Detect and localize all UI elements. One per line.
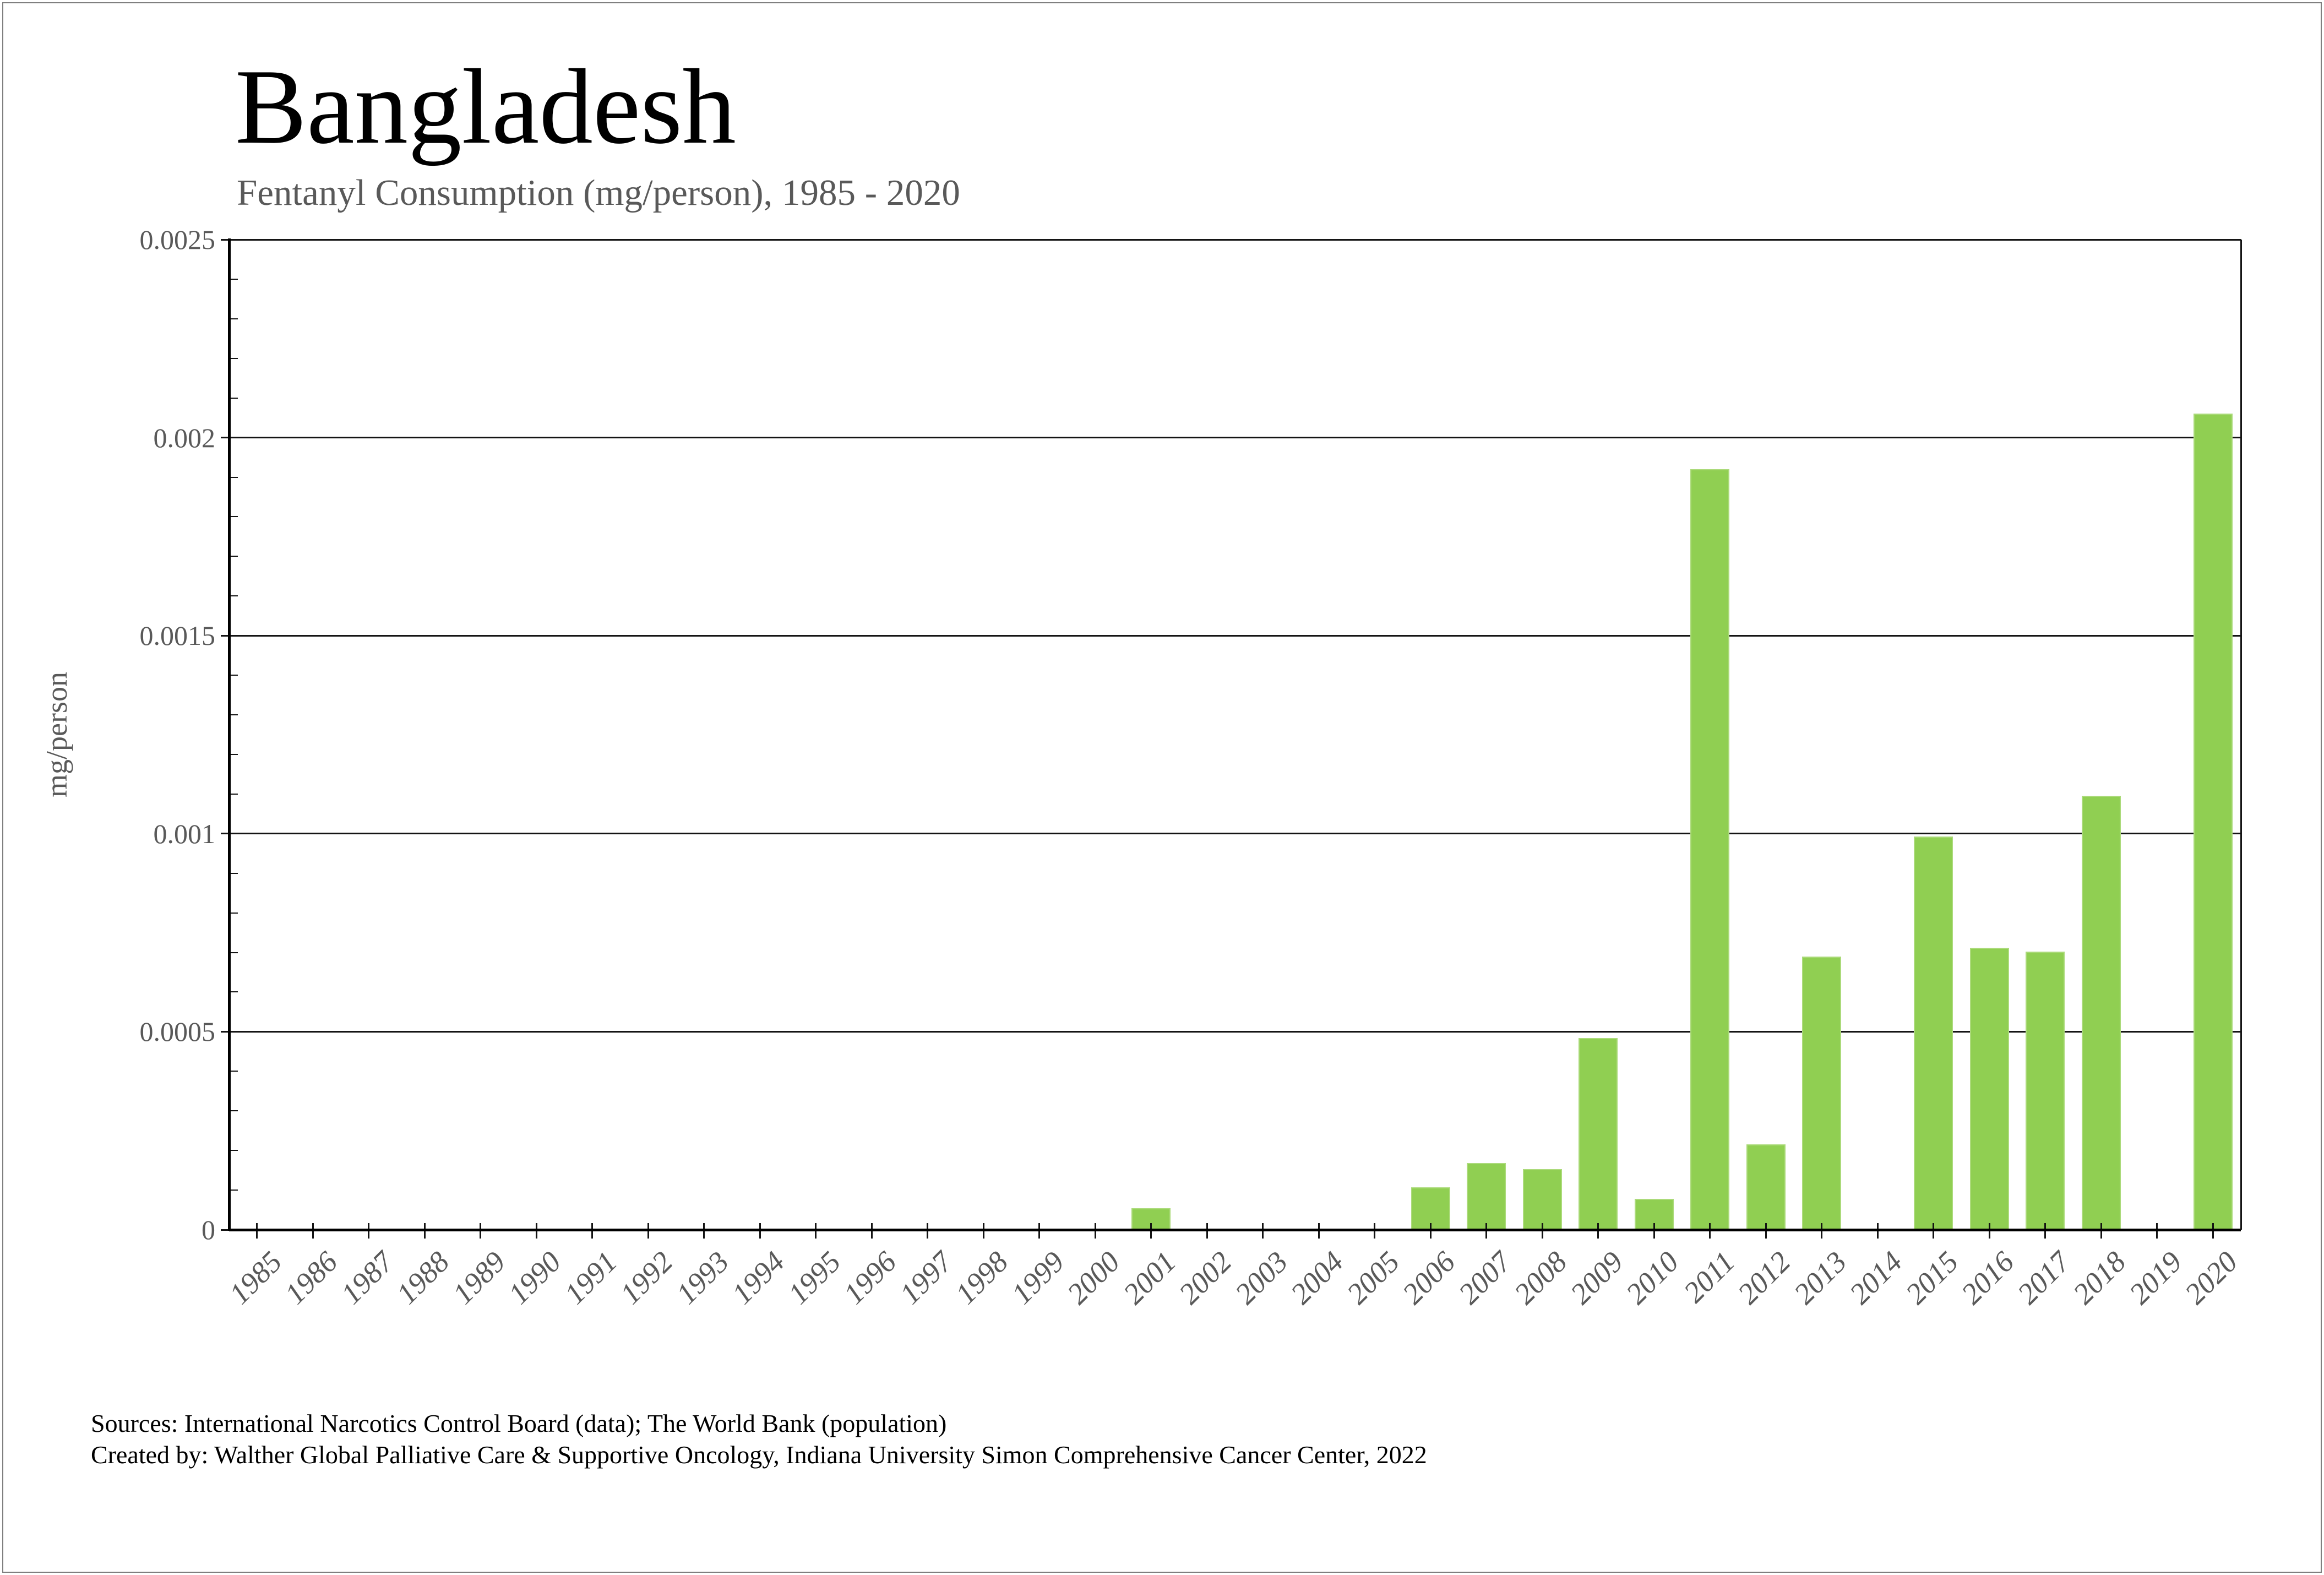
y-minor-tick bbox=[231, 1110, 238, 1112]
bar-2018 bbox=[2081, 795, 2121, 1230]
chart-title: Bangladesh bbox=[235, 47, 736, 166]
y-major-tick bbox=[221, 634, 229, 637]
y-tick-label: 0.002 bbox=[153, 422, 216, 453]
x-tick-label-1988: 1988 bbox=[390, 1245, 456, 1311]
x-tick-label-1999: 1999 bbox=[1005, 1245, 1071, 1311]
x-tick-label-2009: 2009 bbox=[1564, 1245, 1630, 1311]
y-gridline-0.0015 bbox=[229, 634, 2241, 637]
x-tick-label-2010: 2010 bbox=[1619, 1245, 1685, 1311]
y-tick-label: 0.0005 bbox=[139, 1016, 216, 1047]
y-gridline-0.0025 bbox=[229, 238, 2241, 241]
y-major-tick bbox=[221, 1229, 229, 1231]
y-tick-label: 0.0025 bbox=[139, 224, 216, 255]
bar-2009 bbox=[1579, 1038, 1618, 1230]
bar-2016 bbox=[1969, 947, 2009, 1230]
x-tick-label-1994: 1994 bbox=[725, 1245, 791, 1311]
x-tick-label-1993: 1993 bbox=[670, 1245, 736, 1311]
x-tick-label-2018: 2018 bbox=[2066, 1245, 2132, 1311]
x-tick-label-2012: 2012 bbox=[1731, 1245, 1797, 1311]
y-minor-tick bbox=[231, 1150, 238, 1152]
plot-right-border bbox=[2240, 240, 2242, 1230]
y-major-tick bbox=[221, 833, 229, 835]
x-tick-label-2016: 2016 bbox=[1955, 1245, 2021, 1311]
x-tick-label-2003: 2003 bbox=[1228, 1245, 1294, 1311]
x-tick-label-2000: 2000 bbox=[1060, 1245, 1126, 1311]
x-tick-label-1992: 1992 bbox=[613, 1245, 679, 1311]
x-tick-label-2019: 2019 bbox=[2122, 1245, 2189, 1311]
y-minor-tick bbox=[231, 1190, 238, 1191]
y-major-tick bbox=[221, 1030, 229, 1033]
x-axis-line bbox=[229, 1229, 2241, 1231]
x-tick-label-2005: 2005 bbox=[1340, 1245, 1406, 1311]
y-minor-tick bbox=[231, 714, 238, 716]
y-minor-tick bbox=[231, 278, 238, 280]
bar-2007 bbox=[1467, 1163, 1506, 1230]
y-axis-title: mg/person bbox=[40, 672, 73, 797]
x-tick-label-2014: 2014 bbox=[1843, 1245, 1909, 1311]
y-minor-tick bbox=[231, 397, 238, 399]
footer-sources-line: Sources: International Narcotics Control… bbox=[91, 1409, 947, 1437]
footer: Sources: International Narcotics Control… bbox=[91, 1408, 1427, 1470]
y-minor-tick bbox=[231, 991, 238, 993]
x-tick-label-2001: 2001 bbox=[1117, 1245, 1183, 1311]
x-tick-label-1997: 1997 bbox=[893, 1245, 959, 1311]
y-gridline-0.0005 bbox=[229, 1030, 2241, 1033]
bar-2020 bbox=[2193, 414, 2233, 1230]
bar-2012 bbox=[1746, 1144, 1786, 1230]
x-tick-label-2017: 2017 bbox=[2011, 1245, 2077, 1311]
bar-2013 bbox=[1802, 957, 1842, 1230]
y-minor-tick bbox=[231, 1071, 238, 1072]
x-tick-label-1989: 1989 bbox=[446, 1245, 512, 1311]
x-tick-label-2004: 2004 bbox=[1284, 1245, 1350, 1311]
x-tick-label-1987: 1987 bbox=[334, 1245, 400, 1311]
y-minor-tick bbox=[231, 357, 238, 359]
x-tick-label-1991: 1991 bbox=[558, 1245, 624, 1311]
y-major-tick bbox=[221, 437, 229, 439]
chart-subtitle: Fentanyl Consumption (mg/person), 1985 -… bbox=[237, 172, 960, 213]
bar-2011 bbox=[1690, 469, 1730, 1230]
x-tick-label-2015: 2015 bbox=[1899, 1245, 1965, 1311]
y-minor-tick bbox=[231, 675, 238, 676]
x-tick-label-1995: 1995 bbox=[781, 1245, 847, 1311]
x-tick-label-2007: 2007 bbox=[1452, 1245, 1518, 1311]
x-tick-label-1996: 1996 bbox=[837, 1245, 903, 1311]
x-tick-label-2008: 2008 bbox=[1507, 1245, 1574, 1311]
y-gridline-0.001 bbox=[229, 833, 2241, 835]
x-tick-label-1985: 1985 bbox=[222, 1245, 289, 1311]
y-tick-label: 0 bbox=[202, 1214, 215, 1245]
x-tick-label-2011: 2011 bbox=[1677, 1245, 1741, 1309]
y-gridline-0.002 bbox=[229, 437, 2241, 439]
x-tick-label-1990: 1990 bbox=[502, 1245, 568, 1311]
y-minor-tick bbox=[231, 793, 238, 795]
y-minor-tick bbox=[231, 952, 238, 953]
y-minor-tick bbox=[231, 595, 238, 597]
x-tick-label-2013: 2013 bbox=[1787, 1245, 1853, 1311]
bar-2015 bbox=[1914, 836, 1953, 1230]
x-tick-label-1998: 1998 bbox=[949, 1245, 1015, 1311]
y-minor-tick bbox=[231, 912, 238, 914]
x-tick-label-2020: 2020 bbox=[2178, 1245, 2244, 1311]
bar-2008 bbox=[1522, 1169, 1562, 1230]
y-tick-label: 0.0015 bbox=[139, 620, 216, 651]
y-minor-tick bbox=[231, 516, 238, 518]
x-tick-label-2006: 2006 bbox=[1396, 1245, 1462, 1311]
y-tick-label: 0.001 bbox=[153, 818, 216, 849]
bar-2006 bbox=[1411, 1187, 1450, 1230]
x-tick-label-2002: 2002 bbox=[1172, 1245, 1238, 1311]
y-minor-tick bbox=[231, 556, 238, 557]
y-minor-tick bbox=[231, 476, 238, 478]
y-minor-tick bbox=[231, 318, 238, 319]
y-minor-tick bbox=[231, 753, 238, 755]
bar-2017 bbox=[2026, 952, 2065, 1230]
y-minor-tick bbox=[231, 872, 238, 874]
footer-credit-line: Created by: Walther Global Palliative Ca… bbox=[91, 1441, 1427, 1469]
x-tick-label-1986: 1986 bbox=[278, 1245, 344, 1311]
y-axis-line bbox=[228, 238, 231, 1231]
y-major-tick bbox=[221, 238, 229, 241]
